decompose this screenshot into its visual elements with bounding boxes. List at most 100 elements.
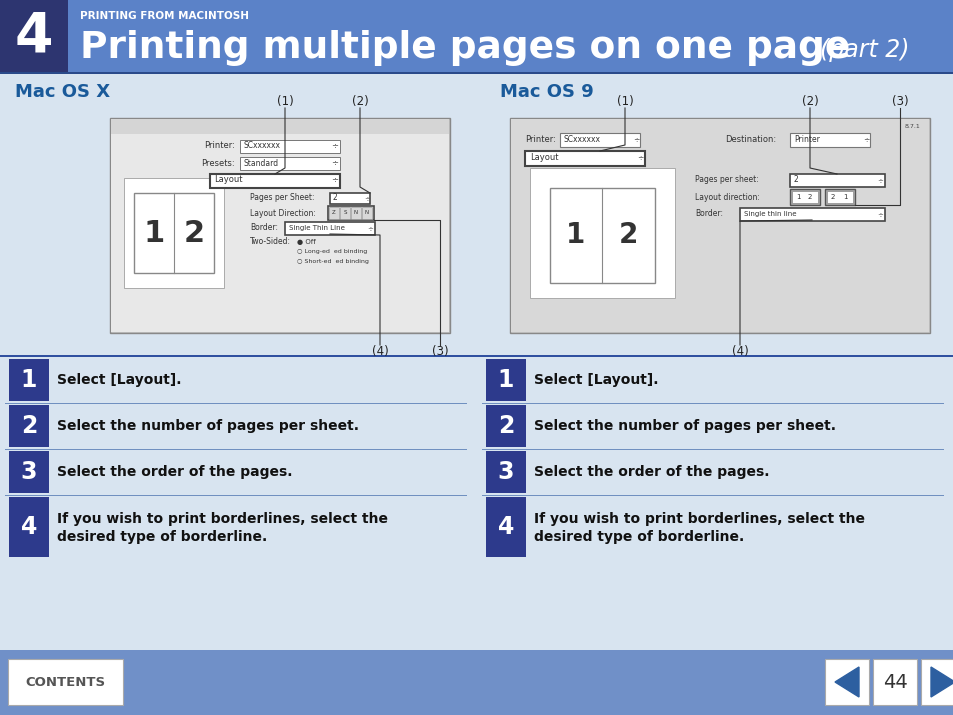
Text: Border:: Border: <box>250 224 277 232</box>
Text: SCxxxxxx: SCxxxxxx <box>244 142 281 150</box>
Text: Printer:: Printer: <box>204 142 234 150</box>
Bar <box>826 191 852 203</box>
Text: ÷: ÷ <box>367 225 373 231</box>
Text: (2): (2) <box>801 95 818 108</box>
Bar <box>511 119 928 332</box>
Text: Printing multiple pages on one page: Printing multiple pages on one page <box>80 30 849 66</box>
Text: N: N <box>365 210 369 215</box>
Bar <box>9 405 49 447</box>
Bar <box>872 659 916 705</box>
Text: Z: Z <box>332 210 335 215</box>
Polygon shape <box>930 667 953 697</box>
Bar <box>361 207 372 219</box>
Bar <box>481 495 943 496</box>
Bar <box>485 451 525 493</box>
Text: ○ Short-ed  ed binding: ○ Short-ed ed binding <box>296 259 369 264</box>
Bar <box>111 119 449 134</box>
Text: 2: 2 <box>183 219 204 247</box>
Text: 1: 1 <box>841 194 846 200</box>
Bar <box>124 178 224 288</box>
Text: Select the order of the pages.: Select the order of the pages. <box>57 465 293 479</box>
Text: Destination:: Destination: <box>724 136 776 144</box>
Text: (2): (2) <box>352 95 368 108</box>
Bar <box>210 174 339 188</box>
Bar <box>789 133 869 147</box>
Text: ● Off: ● Off <box>296 239 315 245</box>
Bar <box>530 168 675 298</box>
Text: (3): (3) <box>891 95 907 108</box>
Text: 1: 1 <box>795 194 800 200</box>
Text: 1: 1 <box>566 221 585 249</box>
Bar <box>240 140 339 153</box>
Text: 2: 2 <box>793 175 798 184</box>
Text: N: N <box>354 210 357 215</box>
Bar <box>9 451 49 493</box>
Text: Single Thin Line: Single Thin Line <box>289 225 345 231</box>
Text: Printer:: Printer: <box>524 136 556 144</box>
Text: Layout: Layout <box>530 154 558 162</box>
Text: Presets:: Presets: <box>201 159 234 167</box>
Bar <box>559 133 639 147</box>
Text: 2: 2 <box>333 194 337 202</box>
Text: 1: 1 <box>497 368 514 392</box>
Text: (part 2): (part 2) <box>820 38 908 62</box>
Text: 2: 2 <box>21 414 37 438</box>
Text: Layout Direction:: Layout Direction: <box>250 209 315 217</box>
Bar <box>328 206 374 220</box>
Bar <box>524 151 644 166</box>
Text: 1: 1 <box>21 368 37 392</box>
Text: Printer: Printer <box>793 136 819 144</box>
Text: 8.7.1: 8.7.1 <box>903 124 919 129</box>
Text: 3: 3 <box>21 460 37 484</box>
Text: Standard: Standard <box>244 159 279 167</box>
Text: If you wish to print borderlines, select the: If you wish to print borderlines, select… <box>57 512 388 526</box>
Bar <box>0 355 953 357</box>
Text: ÷: ÷ <box>637 154 642 162</box>
Text: 2: 2 <box>807 194 811 200</box>
Text: Select the number of pages per sheet.: Select the number of pages per sheet. <box>534 419 835 433</box>
Text: (1): (1) <box>616 95 633 108</box>
Text: desired type of borderline.: desired type of borderline. <box>57 530 267 544</box>
Bar <box>240 157 339 170</box>
Bar <box>330 193 370 204</box>
Bar <box>0 650 953 715</box>
Text: 2: 2 <box>618 221 637 249</box>
Text: 2: 2 <box>830 194 834 200</box>
Bar <box>329 207 338 219</box>
Bar <box>481 403 943 404</box>
Bar <box>5 403 467 404</box>
Text: 4: 4 <box>497 515 514 539</box>
Bar <box>481 449 943 450</box>
Bar <box>510 118 929 333</box>
Text: ○ Long-ed  ed binding: ○ Long-ed ed binding <box>296 250 367 255</box>
Bar <box>5 449 467 450</box>
Bar <box>485 405 525 447</box>
Text: (3): (3) <box>432 345 448 358</box>
Text: Select [Layout].: Select [Layout]. <box>534 373 658 387</box>
Text: ÷: ÷ <box>364 195 370 201</box>
Text: ÷: ÷ <box>876 177 882 183</box>
Bar <box>740 208 884 221</box>
Text: (4): (4) <box>731 345 747 358</box>
Text: Mac OS X: Mac OS X <box>15 83 110 101</box>
Bar <box>0 0 68 72</box>
Bar <box>351 207 360 219</box>
Text: SCxxxxxx: SCxxxxxx <box>563 136 600 144</box>
Polygon shape <box>834 667 858 697</box>
Bar <box>550 188 655 283</box>
Bar <box>285 222 375 235</box>
Text: PRINTING FROM MACINTOSH: PRINTING FROM MACINTOSH <box>80 11 249 21</box>
Text: Layout: Layout <box>213 175 242 184</box>
Text: (1): (1) <box>276 95 294 108</box>
Text: Mac OS 9: Mac OS 9 <box>499 83 593 101</box>
Bar <box>485 497 525 557</box>
Bar <box>0 72 953 74</box>
Bar <box>0 72 953 715</box>
Bar <box>824 189 854 205</box>
Bar <box>339 207 350 219</box>
Bar <box>791 191 817 203</box>
Bar <box>8 659 123 705</box>
Text: ÷: ÷ <box>876 211 882 217</box>
Bar <box>920 659 953 705</box>
Text: Single thin line: Single thin line <box>743 211 796 217</box>
